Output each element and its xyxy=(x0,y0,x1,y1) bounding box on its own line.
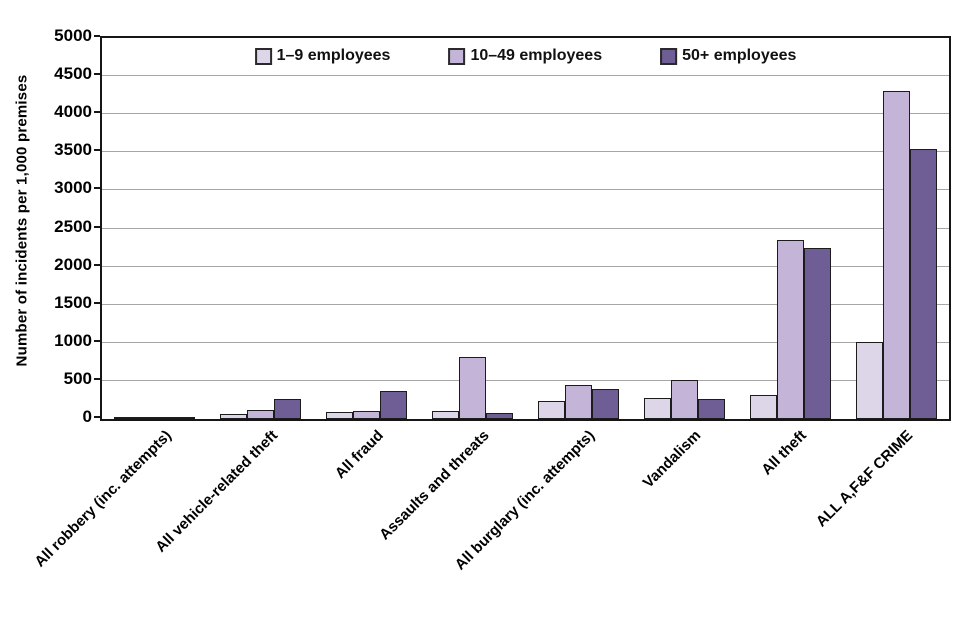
bar xyxy=(803,247,831,419)
gridline xyxy=(102,227,949,229)
legend-label: 50+ employees xyxy=(682,47,797,64)
x-axis-category-label: All fraud xyxy=(331,427,387,483)
legend-label: 1–9 employees xyxy=(276,47,391,64)
y-tick-label: 1000 xyxy=(54,330,92,350)
bar-group xyxy=(855,91,937,419)
bar xyxy=(168,417,196,419)
x-axis-category-label: ALL A,F&F CRIME xyxy=(812,427,917,531)
gridline xyxy=(102,151,949,153)
bar-group xyxy=(220,399,302,419)
bar-group xyxy=(432,357,514,419)
y-tick-mark xyxy=(94,73,100,76)
bar xyxy=(697,399,725,419)
bar xyxy=(670,380,698,419)
x-axis-category-label: All theft xyxy=(758,427,811,479)
bar xyxy=(776,239,804,419)
bar xyxy=(855,342,883,419)
bar xyxy=(274,399,302,419)
bar-group xyxy=(114,417,196,419)
bar xyxy=(432,410,460,419)
legend-item: 50+ employees xyxy=(660,47,796,65)
gridline xyxy=(102,265,949,267)
y-tick-label: 2000 xyxy=(54,254,92,274)
legend-item: 1–9 employees xyxy=(254,47,391,65)
gridline xyxy=(102,113,949,115)
legend-swatch-icon xyxy=(448,47,466,65)
y-tick-label: 500 xyxy=(63,368,92,388)
y-tick-mark xyxy=(94,225,100,228)
x-axis-category-label: Vandalism xyxy=(639,427,705,492)
y-tick-mark xyxy=(94,149,100,152)
y-tick-label: 3000 xyxy=(54,178,92,198)
bar xyxy=(353,410,381,419)
y-tick-label: 0 xyxy=(82,407,92,426)
bar-groups xyxy=(102,38,949,419)
bar xyxy=(141,417,169,419)
bar xyxy=(380,390,408,419)
bar xyxy=(486,413,514,419)
y-tick-mark xyxy=(94,377,100,380)
y-tick-label: 3500 xyxy=(54,140,92,160)
bar xyxy=(459,357,487,419)
bar xyxy=(882,91,910,419)
y-tick-mark xyxy=(94,35,100,37)
legend: 1–9 employees 10–49 employees 50+ employee… xyxy=(254,47,796,65)
y-tick-mark xyxy=(94,111,100,114)
y-tick-mark xyxy=(94,416,100,418)
bar xyxy=(591,389,619,419)
bar-group xyxy=(326,390,408,419)
bar xyxy=(564,384,592,419)
bar xyxy=(643,398,671,419)
gridline xyxy=(102,379,949,381)
gridline xyxy=(102,75,949,77)
bar-group xyxy=(643,380,725,419)
bar xyxy=(114,417,142,419)
y-tick-label: 4500 xyxy=(54,64,92,84)
x-axis-category-label: Assaults and threats xyxy=(376,427,493,544)
y-tick-mark xyxy=(94,187,100,190)
x-axis-category-label: All vehicle-related theft xyxy=(152,427,281,556)
y-tick-label: 4000 xyxy=(54,102,92,122)
y-tick-mark xyxy=(94,339,100,342)
bar xyxy=(326,412,354,419)
legend-label: 10–49 employees xyxy=(470,47,603,64)
legend-swatch-icon xyxy=(660,47,678,65)
legend-swatch-icon xyxy=(254,47,272,65)
gridline xyxy=(102,303,949,305)
y-tick-label: 2500 xyxy=(54,216,92,236)
bar-group xyxy=(537,384,619,419)
gridline xyxy=(102,341,949,343)
plot-area: 1–9 employees 10–49 employees 50+ employee… xyxy=(100,36,951,421)
y-tick-label: 1500 xyxy=(54,292,92,312)
bar xyxy=(909,148,937,419)
bar-group xyxy=(749,239,831,419)
y-tick-mark xyxy=(94,263,100,266)
gridline xyxy=(102,189,949,191)
x-axis-category-label: All robbery (inc. attempts) xyxy=(31,427,175,571)
bar xyxy=(749,395,777,419)
bar xyxy=(220,414,248,419)
bar xyxy=(247,409,275,419)
bar xyxy=(537,401,565,419)
legend-item: 10–49 employees xyxy=(448,47,602,65)
y-tick-mark xyxy=(94,301,100,304)
y-tick-label: 5000 xyxy=(54,26,92,45)
